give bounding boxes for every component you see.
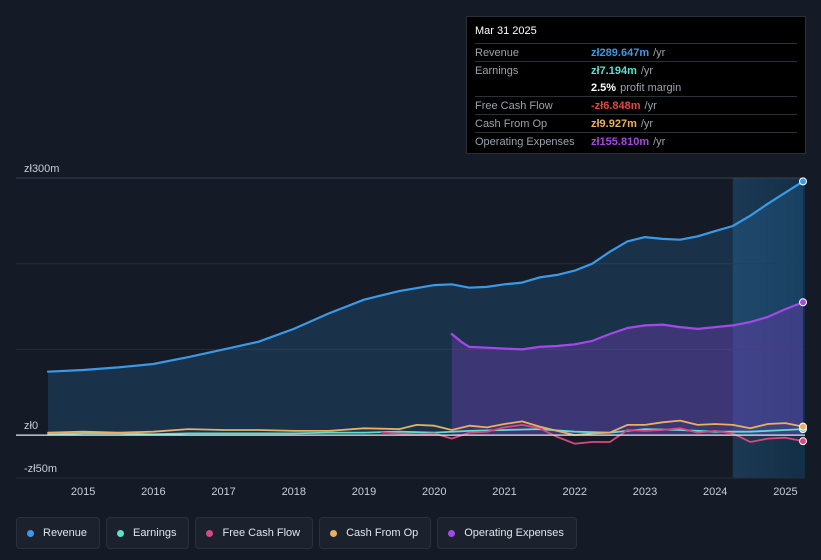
y-tick-label: -zł50m bbox=[24, 463, 57, 475]
x-tick-label: 2021 bbox=[492, 486, 516, 498]
y-tick-label: zł300m bbox=[24, 163, 59, 175]
series-area-revenue bbox=[48, 181, 803, 436]
legend-label: Earnings bbox=[133, 527, 177, 539]
tooltip-value: zł9.927m bbox=[591, 117, 637, 130]
tooltip-unit: /yr bbox=[644, 99, 657, 112]
legend-label: Free Cash Flow bbox=[222, 527, 301, 539]
tooltip-label: Free Cash Flow bbox=[475, 99, 553, 112]
tooltip-row-cash-from-op: Cash From Op zł9.927m /yr bbox=[475, 114, 797, 132]
tooltip-row-operating-expenses: Operating Expenses zł155.810m /yr bbox=[475, 132, 797, 150]
series-line-cash-from-op[interactable] bbox=[47, 419, 804, 436]
legend-item-cash-from-op[interactable]: Cash From Op bbox=[319, 517, 432, 549]
series-area-operating-expenses bbox=[451, 302, 803, 436]
legend-dot-icon bbox=[330, 529, 338, 537]
tooltip-label: Revenue bbox=[475, 46, 520, 59]
legend-item-earnings[interactable]: Earnings bbox=[106, 517, 190, 549]
tooltip-date: Mar 31 2025 bbox=[475, 25, 537, 37]
tooltip-value: -zł6.848m bbox=[591, 99, 641, 112]
legend: Revenue Earnings Free Cash Flow Cash Fro… bbox=[16, 517, 577, 549]
legend-label: Revenue bbox=[43, 527, 88, 539]
tooltip-row-earnings: Earnings zł7.194m /yr bbox=[475, 61, 797, 79]
x-tick-label: 2025 bbox=[773, 486, 797, 498]
chart-area: zł300m zł0 -zł50m 2015 2016 2017 2018 2019 2020 2… bbox=[16, 163, 807, 498]
tooltip-unit: /yr bbox=[640, 117, 654, 130]
tooltip-label: Cash From Op bbox=[475, 117, 548, 130]
x-tick-label: 2017 bbox=[211, 486, 235, 498]
tooltip-panel: Mar 31 2025 Revenue zł289.647m /yr Earni… bbox=[466, 16, 806, 154]
tooltip-row-free-cash-flow: Free Cash Flow -zł6.848m /yr bbox=[475, 96, 797, 114]
x-tick-label: 2024 bbox=[703, 486, 727, 498]
series-line-operating-expenses[interactable] bbox=[450, 301, 805, 351]
tooltip-value: zł155.810m bbox=[591, 135, 650, 148]
tooltip-row-revenue: Revenue zł289.647m /yr bbox=[475, 43, 797, 61]
y-tick-label: zł0 bbox=[24, 420, 38, 432]
legend-label: Cash From Op bbox=[346, 527, 419, 539]
end-dot-free-cash-flow bbox=[799, 437, 807, 446]
tooltip-unit: profit margin bbox=[620, 81, 682, 94]
legend-label: Operating Expenses bbox=[464, 527, 564, 539]
tooltip-row-profit-margin: 2.5% profit margin bbox=[475, 79, 797, 96]
tooltip-label: Earnings bbox=[475, 64, 519, 77]
legend-dot-icon bbox=[27, 529, 34, 537]
x-tick-label: 2019 bbox=[352, 486, 376, 498]
legend-dot-icon bbox=[448, 529, 456, 537]
legend-item-free-cash-flow[interactable]: Free Cash Flow bbox=[195, 517, 314, 549]
x-tick-label: 2016 bbox=[141, 486, 165, 498]
x-tick-label: 2022 bbox=[563, 486, 587, 498]
tooltip-value: zł289.647m bbox=[591, 46, 650, 59]
end-dot-cash-from-op bbox=[799, 422, 807, 431]
x-tick-label: 2015 bbox=[71, 486, 95, 498]
tooltip-unit: /yr bbox=[653, 46, 666, 59]
series-line-revenue[interactable] bbox=[46, 180, 805, 373]
tooltip-value: zł7.194m bbox=[591, 64, 637, 77]
end-dot-operating-expenses bbox=[799, 298, 807, 307]
tooltip-value: 2.5% bbox=[591, 81, 617, 94]
x-tick-label: 2023 bbox=[633, 486, 657, 498]
legend-item-revenue[interactable]: Revenue bbox=[16, 517, 101, 549]
legend-dot-icon bbox=[117, 529, 125, 537]
legend-dot-icon bbox=[206, 529, 214, 537]
tooltip-label: Operating Expenses bbox=[475, 135, 575, 148]
x-tick-label: 2020 bbox=[422, 486, 446, 498]
x-tick-label: 2018 bbox=[282, 486, 306, 498]
tooltip-unit: /yr bbox=[653, 135, 666, 148]
tooltip-unit: /yr bbox=[640, 64, 654, 77]
legend-item-operating-expenses[interactable]: Operating Expenses bbox=[437, 517, 577, 549]
end-dot-revenue bbox=[799, 177, 807, 186]
